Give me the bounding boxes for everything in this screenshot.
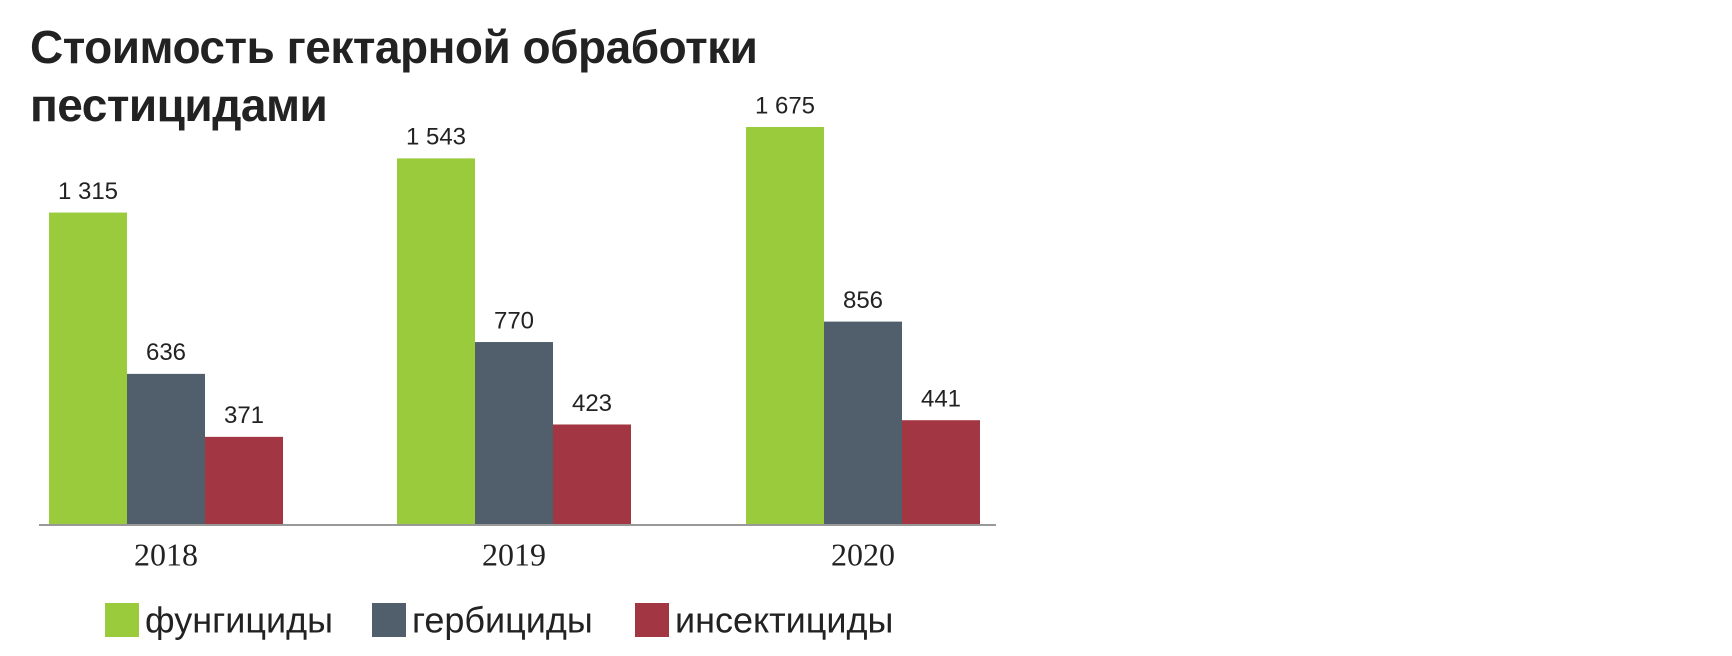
data-label: 1 543	[406, 124, 466, 151]
data-label: 423	[572, 390, 612, 417]
x-tick-label: 2018	[134, 536, 198, 572]
data-label: 636	[146, 339, 186, 366]
x-tick-label: 2020	[831, 536, 895, 572]
legend-swatch	[372, 603, 406, 637]
bar	[127, 373, 205, 525]
bar	[824, 321, 902, 525]
bar	[205, 436, 283, 525]
chart-title: Стоимость гектарной обработки пестицидам…	[30, 21, 758, 131]
bar	[746, 127, 824, 525]
legend-swatch	[105, 603, 139, 637]
legend-label: гербициды	[412, 600, 593, 641]
bar	[397, 158, 475, 525]
bar	[49, 212, 127, 526]
bar	[553, 424, 631, 525]
data-label: 770	[494, 307, 534, 334]
bar	[475, 342, 553, 525]
data-label: 1 315	[58, 178, 118, 205]
bar	[902, 420, 980, 525]
legend-label: фунгициды	[145, 600, 333, 641]
data-label: 441	[921, 386, 961, 413]
data-label: 371	[224, 402, 264, 429]
x-tick-label: 2019	[482, 536, 546, 572]
data-label: 856	[843, 287, 883, 314]
data-label: 1 675	[755, 92, 815, 119]
legend-swatch	[635, 603, 669, 637]
legend-label: инсектициды	[675, 600, 893, 641]
